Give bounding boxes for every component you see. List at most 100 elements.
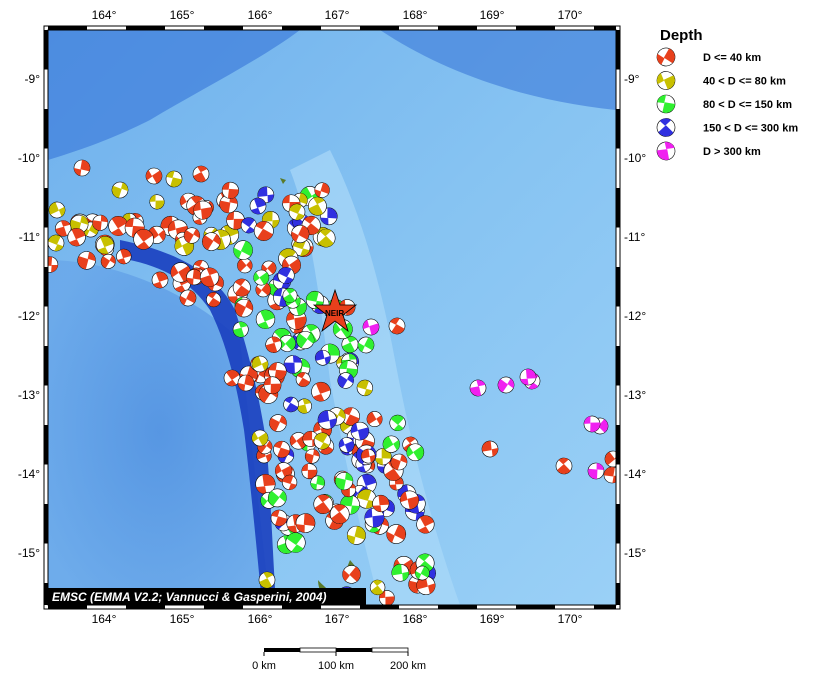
earthquake-beachball-icon [364,507,385,528]
lon-label-bottom: 165° [170,612,195,626]
lat-label-left: -11° [19,230,40,244]
lat-label-right: -11° [624,230,645,244]
legend-label: 40 < D <= 80 km [703,76,786,88]
legend-label: 150 < D <= 300 km [703,123,798,135]
earthquake-beachball-icon [249,197,267,215]
earthquake-beachball-icon [267,488,287,508]
earthquake-beachball-icon [295,513,316,533]
earthquake-beachball-icon [282,288,298,303]
earthquake-beachball-icon [329,504,350,524]
lon-label-top: 169° [480,8,505,22]
lat-label-right: -13° [624,388,646,402]
earthquake-beachball-icon [48,201,66,219]
earthquake-beachball-icon [296,330,315,350]
earthquake-beachball-icon [335,472,354,491]
earthquake-beachball-icon [116,248,132,265]
earthquake-beachball-icon [372,494,390,513]
earthquake-beachball-icon [77,251,96,270]
lat-label-left: -10° [18,151,40,165]
lat-label-right: -9° [624,72,640,86]
earthquake-beachball-icon [255,474,276,495]
map-panel: NEIR EMSC (EMMA V2.2; Vannucci & Gasperi… [48,30,616,605]
credit-text: EMSC (EMMA V2.2; Vannucci & Gasperini, 2… [52,590,327,604]
earthquake-beachball-icon [337,372,354,389]
earthquake-beachball-icon [234,298,254,318]
earthquake-beachball-icon [151,271,169,289]
earthquake-beachball-icon [382,435,400,453]
earthquake-beachball-icon [555,457,573,475]
earthquake-beachball-icon [369,579,386,596]
lat-label-right: -14° [624,467,646,481]
lat-label-right: -12° [624,309,646,323]
lat-label-right: -10° [624,151,646,165]
earthquake-beachball-icon [391,563,410,582]
northeast-trough [380,30,616,110]
earthquake-beachball-icon [291,224,310,244]
earthquake-beachball-icon [311,381,331,402]
earthquake-beachball-icon [366,411,383,428]
earthquake-beachball-icon [237,257,253,274]
earthquake-beachball-icon [295,372,311,387]
earthquake-beachball-icon [232,321,249,338]
earthquake-beachball-icon [69,214,89,234]
lon-label-top: 165° [170,8,195,22]
earthquake-beachball-icon [202,232,221,251]
earthquake-beachball-icon [308,196,327,216]
earthquake-beachball-icon [111,181,129,199]
earthquake-beachball-icon [251,429,269,447]
credit-background [48,588,366,605]
earthquake-beachball-icon [310,475,326,491]
earthquake-beachball-icon [183,227,201,244]
earthquake-beachball-icon [283,396,299,413]
upper-trench-deep [48,30,300,160]
earthquake-beachball-icon [362,318,380,336]
earthquake-beachball-icon [314,182,330,198]
earthquake-beachball-icon [192,165,210,183]
scale-label-100: 100 km [318,660,354,672]
legend-beachball-icon [656,94,676,114]
lon-label-top: 166° [248,8,273,22]
earthquake-beachball-icon [221,181,239,199]
earthquake-beachball-icon [226,211,245,230]
earthquake-beachball-icon [92,214,109,231]
earthquake-beachball-icon [357,336,375,354]
earthquake-beachball-icon [270,509,288,527]
earthquake-layer [48,159,616,605]
earthquake-beachball-icon [342,565,361,584]
lat-label-right: -15° [624,546,646,560]
earthquake-beachball-icon [199,267,220,287]
earthquake-beachball-icon [406,443,425,462]
earthquake-beachball-icon [253,221,274,241]
earthquake-beachball-icon [316,228,336,248]
ridge-highlight [290,150,460,605]
earthquake-beachball-icon [414,565,430,581]
scale-segment-4 [371,647,409,653]
earthquake-beachball-icon [497,376,515,394]
lon-label-top: 170° [558,8,583,22]
earthquake-beachball-icon [360,448,376,464]
earthquake-beachball-icon [317,410,337,430]
earthquake-beachball-icon [338,437,355,453]
earthquake-beachball-icon [296,398,312,414]
earthquake-beachball-icon [232,278,251,297]
earthquake-beachball-icon [48,256,59,273]
earthquake-beachball-icon [219,194,238,214]
station-star-icon [312,288,358,333]
axis-ticks: 164° 164° 165° 165° 166° 166° 167° 167° 168° 168°… [18,8,647,626]
lon-label-top: 168° [403,8,428,22]
earthquake-beachball-icon [469,379,487,397]
earthquake-beachball-icon [378,590,395,605]
earthquake-beachball-icon [237,374,255,392]
earthquake-beachball-icon [304,448,320,464]
earthquake-beachball-icon [313,432,331,450]
legend-items: D <= 40 km 40 < D <= 80 km 80 < D <= 150 k… [656,47,798,161]
earthquake-beachball-icon [356,489,377,509]
scale-label-0: 0 km [252,660,276,672]
earthquake-beachball-icon [179,289,197,307]
earthquake-beachball-icon [288,203,306,221]
earthquake-beachball-icon [48,234,65,252]
scale-bar: 0 km 100 km 200 km [252,647,426,672]
earthquake-beachball-icon [149,194,165,210]
earthquake-beachball-icon [277,266,295,285]
earthquake-beachball-icon [263,376,282,395]
